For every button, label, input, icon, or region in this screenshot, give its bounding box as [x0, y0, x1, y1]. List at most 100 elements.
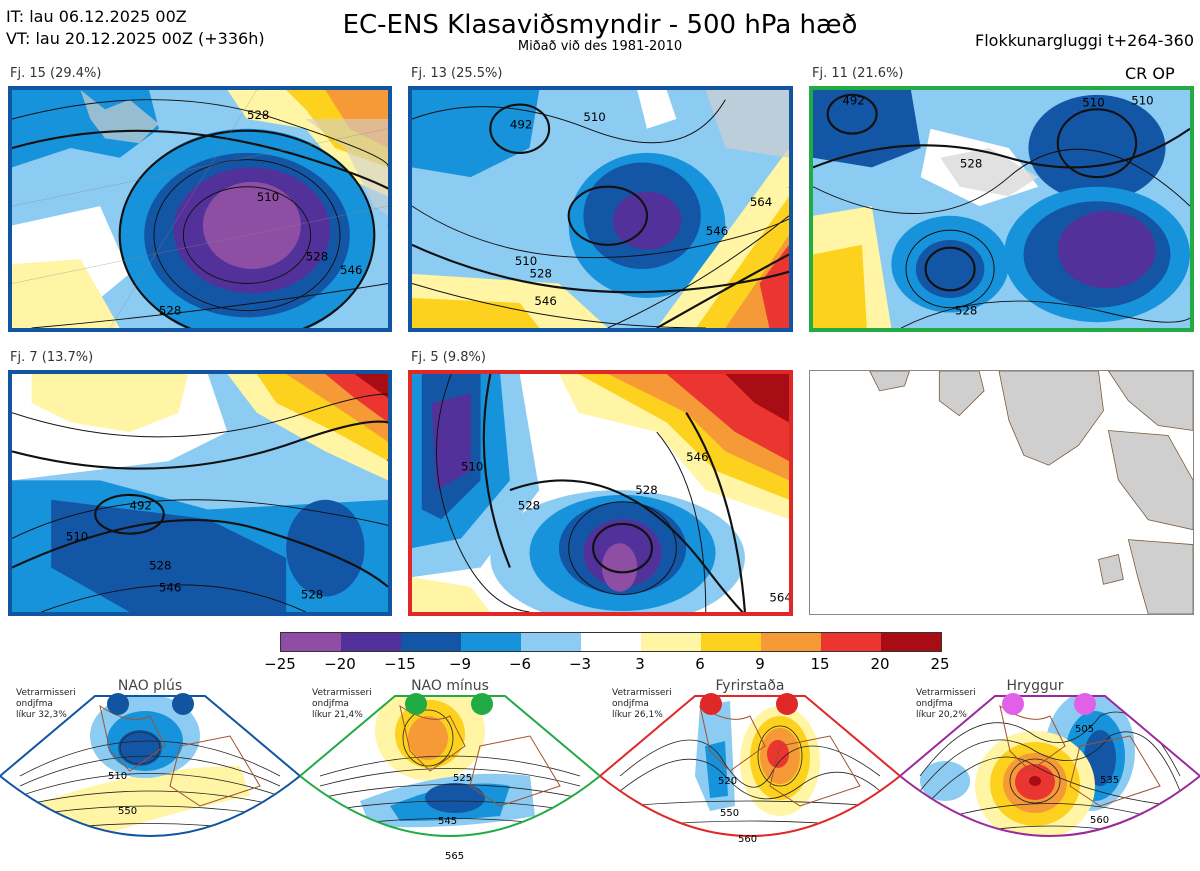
regime-marker-dot — [1074, 693, 1096, 715]
cluster-map-11-field: 492 510 528 528 510 — [813, 90, 1190, 328]
colorbar-segment — [281, 633, 341, 651]
colorbar-segment — [341, 633, 401, 651]
regime-marker-dot — [405, 693, 427, 715]
regime-name: Fyrirstaða — [715, 678, 785, 694]
contour-label: 528 — [635, 483, 657, 497]
cluster-map-7-field: 492 510 528 546 528 — [12, 374, 388, 612]
panel-label-4: Fj. 7 (13.7%) — [10, 350, 94, 365]
contour-label: 492 — [842, 94, 864, 108]
regime-marker-dot — [172, 693, 194, 715]
cluster-map-5[interactable]: 510 528 528 546 564 — [408, 370, 793, 616]
colorbar-segment — [401, 633, 461, 651]
colorbar-segment — [761, 633, 821, 651]
colorbar-tick: −25 — [264, 655, 296, 673]
colorbar-tick: −15 — [384, 655, 416, 673]
contour-label: 510 — [583, 110, 605, 124]
regime-marker-dot — [1002, 693, 1024, 715]
colorbar-tick: 25 — [930, 655, 950, 673]
contour-label: 528 — [149, 558, 171, 572]
cluster-map-11[interactable]: 492 510 528 528 510 — [809, 86, 1194, 332]
colorbar-tick: 6 — [695, 655, 705, 673]
contour-label: 510 — [515, 254, 537, 268]
contour-label: 528 — [301, 588, 323, 602]
regime-stat-line: ondjfma — [16, 699, 53, 709]
regime-blocking-map: 520 550 560 — [600, 695, 900, 845]
regime-contour-label: 535 — [1100, 775, 1119, 786]
regime-nao-plus[interactable]: 510 550 NAO plús Vetrarmisseri ondjfma l… — [0, 676, 300, 871]
contour-label: 528 — [960, 156, 982, 170]
contour-label: 510 — [1082, 96, 1104, 110]
init-time: IT: lau 06.12.2025 00Z — [6, 7, 187, 26]
cluster-map-13-field: 492 510 510 528 546 546 564 — [412, 90, 789, 328]
contour-label: 546 — [340, 263, 362, 277]
regime-nao-minus[interactable]: 525 545 565 NAO mínus Vetrarmisseri ondj… — [300, 676, 600, 871]
valid-time: VT: lau 20.12.2025 00Z (+336h) — [6, 29, 265, 48]
regime-ridge-map: 505 535 560 — [900, 695, 1200, 837]
contour-label: 528 — [518, 499, 540, 513]
regime-name: NAO plús — [117, 678, 183, 694]
regime-marker-dot — [107, 693, 129, 715]
regime-marker-dot — [776, 693, 798, 715]
colorbar — [280, 632, 942, 652]
regime-stat-line: ondjfma — [612, 699, 649, 709]
regime-stat-line: Vetrarmisseri — [612, 688, 672, 698]
colorbar-tick: −9 — [448, 655, 472, 673]
colorbar-segment — [821, 633, 881, 651]
contour-label: 528 — [247, 108, 269, 122]
contour-label: 528 — [955, 304, 977, 318]
contour-label: 564 — [769, 590, 789, 604]
regime-contour-label: 510 — [108, 771, 127, 782]
regime-contour-label: 565 — [445, 851, 464, 862]
regime-contour-label: 560 — [1090, 815, 1109, 826]
control-run-op-label: CR OP — [1125, 64, 1175, 83]
contour-label: 564 — [750, 195, 772, 209]
regime-stat-line: líkur 32,3% — [16, 710, 67, 720]
colorbar-segment — [581, 633, 641, 651]
regime-name: NAO mínus — [411, 678, 489, 694]
page-subtitle: Miðað við des 1981-2010 — [517, 39, 683, 54]
contour-label: 546 — [159, 581, 181, 595]
regime-name: Hryggur — [1006, 678, 1064, 694]
regime-stat-line: líkur 20,2% — [916, 710, 967, 720]
cluster-map-7[interactable]: 492 510 528 546 528 — [8, 370, 392, 616]
cluster-map-13[interactable]: 492 510 510 528 546 546 564 — [408, 86, 793, 332]
contour-label: 510 — [1131, 94, 1153, 108]
regime-contour-label: 520 — [718, 776, 737, 787]
regime-stats: Vetrarmisseri ondjfma líkur 26,1% — [612, 688, 672, 721]
contour-label: 546 — [534, 294, 556, 308]
colorbar-tick: 3 — [635, 655, 645, 673]
regime-marker-dot — [700, 693, 722, 715]
colorbar-segment — [461, 633, 521, 651]
regime-contour-label: 505 — [1075, 724, 1094, 735]
colorbar-tick: −20 — [324, 655, 356, 673]
regime-nao-minus-map: 525 545 565 — [300, 695, 600, 862]
colorbar-tick: 20 — [870, 655, 890, 673]
regime-stat-line: Vetrarmisseri — [312, 688, 372, 698]
cluster-map-15[interactable]: 510 528 528 546 528 — [8, 86, 392, 332]
contour-label: 492 — [130, 499, 152, 513]
base-map-empty — [809, 370, 1194, 615]
regime-contour-label: 545 — [438, 816, 457, 827]
page-title: EC-ENS Klasaviðsmyndir - 500 hPa hæð — [342, 10, 858, 40]
panel-label-5: Fj. 5 (9.8%) — [411, 350, 486, 365]
colorbar-tick: 9 — [755, 655, 765, 673]
contour-label: 510 — [66, 529, 88, 543]
colorbar-tick: 15 — [810, 655, 830, 673]
panel-label-1: Fj. 15 (29.4%) — [10, 66, 102, 81]
regime-contour-label: 525 — [453, 773, 472, 784]
colorbar-segment — [701, 633, 761, 651]
regime-stats: Vetrarmisseri ondjfma líkur 32,3% — [16, 688, 76, 721]
regime-ridge[interactable]: 505 535 560 Hryggur Vetrarmisseri ondjfm… — [900, 676, 1200, 871]
base-map-land — [810, 371, 1193, 614]
regime-blocking[interactable]: 520 550 560 Fyrirstaða Vetrarmisseri ond… — [600, 676, 900, 871]
panel-label-3: Fj. 11 (21.6%) — [812, 66, 904, 81]
regime-stats: Vetrarmisseri ondjfma líkur 21,4% — [312, 688, 372, 721]
classification-window: Flokkunargluggi t+264-360 — [975, 31, 1194, 50]
colorbar-segment — [881, 633, 941, 651]
regime-stat-line: líkur 26,1% — [612, 710, 663, 720]
cluster-map-15-field: 510 528 528 546 528 — [12, 90, 388, 328]
panel-label-2: Fj. 13 (25.5%) — [411, 66, 503, 81]
regime-marker-dot — [471, 693, 493, 715]
regime-contour-label: 550 — [118, 806, 137, 817]
contour-label: 546 — [706, 224, 728, 238]
